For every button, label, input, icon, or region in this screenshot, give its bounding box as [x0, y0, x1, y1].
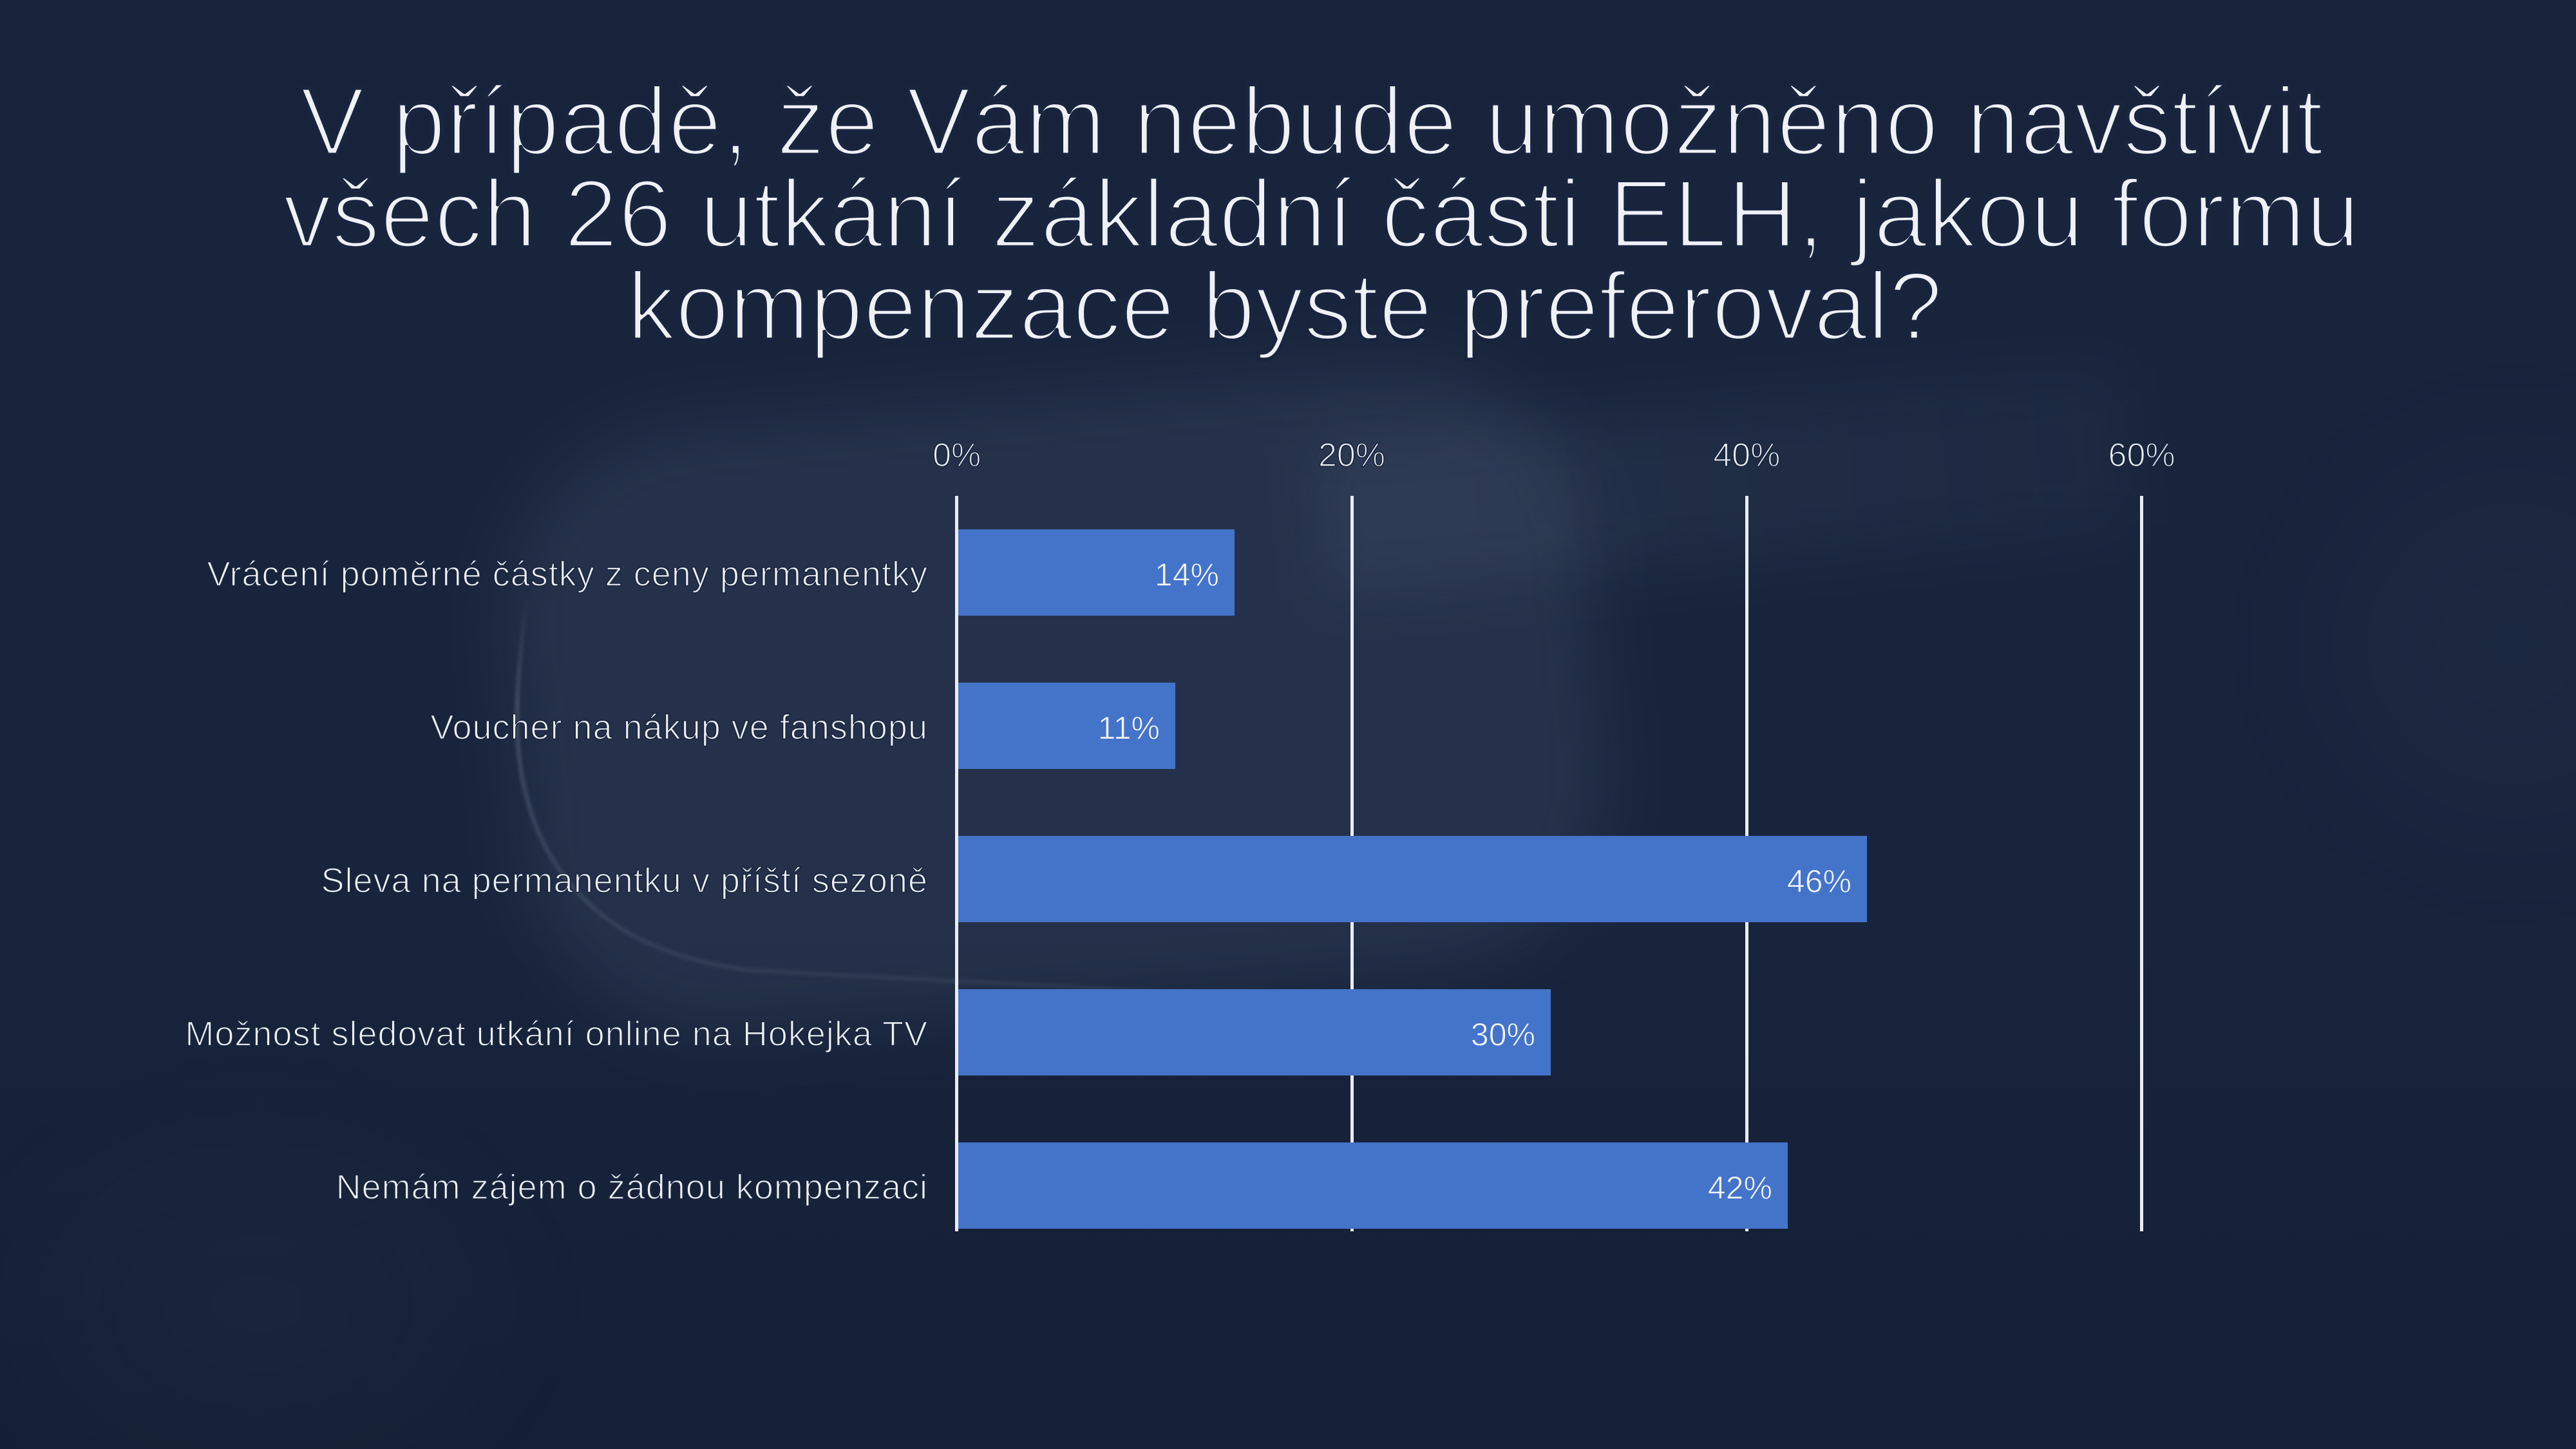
svg-text:0%: 0% — [933, 437, 981, 474]
svg-text:Voucher na nákup ve fanshopu: Voucher na nákup ve fanshopu — [430, 708, 928, 746]
svg-text:14%: 14% — [1155, 556, 1219, 592]
svg-text:11%: 11% — [1098, 710, 1160, 746]
svg-text:V případě, že Vám nebude umožn: V případě, že Vám nebude umožněno navští… — [300, 67, 2324, 175]
svg-text:Vrácení poměrné částky z ceny: Vrácení poměrné částky z ceny permanentk… — [207, 554, 929, 593]
svg-text:60%: 60% — [2108, 437, 2175, 474]
svg-text:Sleva na permanentku v příští: Sleva na permanentku v příští sezoně — [321, 861, 928, 900]
svg-text:všech 26 utkání základní části: všech 26 utkání základní části ELH, jako… — [283, 160, 2360, 268]
svg-text:40%: 40% — [1713, 437, 1780, 474]
svg-text:46%: 46% — [1787, 863, 1852, 899]
svg-text:20%: 20% — [1318, 437, 1385, 474]
svg-text:42%: 42% — [1708, 1170, 1772, 1206]
svg-text:Možnost sledovat utkání online: Možnost sledovat utkání online na Hokejk… — [185, 1014, 928, 1053]
svg-text:Nemám zájem o žádnou kompenzac: Nemám zájem o žádnou kompenzaci — [336, 1168, 928, 1206]
svg-text:kompenzace byste preferoval?: kompenzace byste preferoval? — [627, 252, 1943, 360]
svg-text:30%: 30% — [1471, 1016, 1535, 1052]
